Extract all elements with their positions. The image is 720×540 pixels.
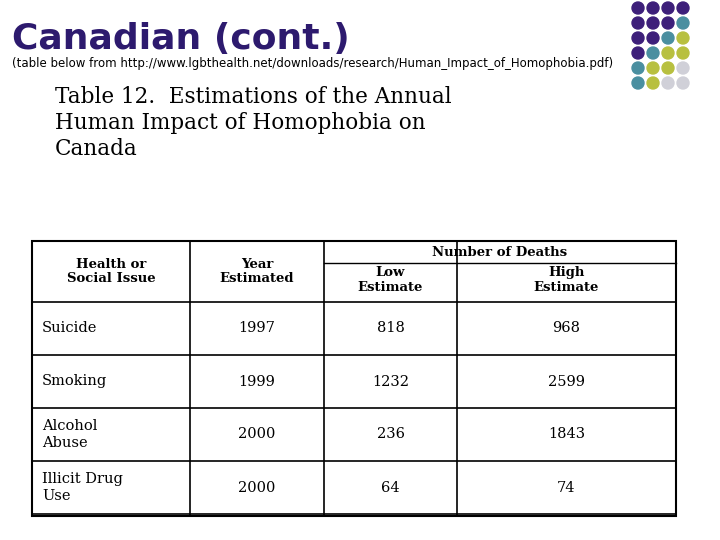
- Text: High
Estimate: High Estimate: [534, 266, 599, 294]
- Circle shape: [662, 2, 674, 14]
- Circle shape: [662, 62, 674, 74]
- Circle shape: [632, 47, 644, 59]
- Circle shape: [662, 17, 674, 29]
- Circle shape: [677, 32, 689, 44]
- Text: Low
Estimate: Low Estimate: [358, 266, 423, 294]
- Text: Alcohol
Abuse: Alcohol Abuse: [42, 420, 97, 450]
- Text: Table 12.  Estimations of the Annual: Table 12. Estimations of the Annual: [55, 86, 451, 109]
- Text: 64: 64: [381, 481, 400, 495]
- Text: 236: 236: [377, 428, 405, 442]
- Text: Illicit Drug
Use: Illicit Drug Use: [42, 472, 123, 503]
- Circle shape: [647, 2, 659, 14]
- Text: 1232: 1232: [372, 375, 409, 388]
- Circle shape: [632, 17, 644, 29]
- Circle shape: [632, 62, 644, 74]
- Circle shape: [677, 47, 689, 59]
- Text: Human Impact of Homophobia on: Human Impact of Homophobia on: [55, 112, 426, 134]
- Bar: [32, 241, 676, 516]
- Circle shape: [647, 47, 659, 59]
- Text: 74: 74: [557, 481, 576, 495]
- Circle shape: [632, 32, 644, 44]
- Circle shape: [677, 2, 689, 14]
- Circle shape: [632, 77, 644, 89]
- Circle shape: [647, 62, 659, 74]
- Text: 1843: 1843: [548, 428, 585, 442]
- Text: 2000: 2000: [238, 428, 276, 442]
- Circle shape: [662, 32, 674, 44]
- Circle shape: [647, 32, 659, 44]
- Text: Canadian (cont.): Canadian (cont.): [12, 22, 350, 56]
- Circle shape: [662, 47, 674, 59]
- Text: Canada: Canada: [55, 138, 138, 160]
- Text: Smoking: Smoking: [42, 375, 107, 388]
- Circle shape: [677, 17, 689, 29]
- Text: Suicide: Suicide: [42, 321, 97, 335]
- Text: 968: 968: [552, 321, 580, 335]
- Text: Year
Estimated: Year Estimated: [220, 258, 294, 286]
- Text: Health or
Social Issue: Health or Social Issue: [67, 258, 156, 286]
- Text: 1997: 1997: [238, 321, 276, 335]
- Circle shape: [647, 77, 659, 89]
- Circle shape: [647, 17, 659, 29]
- Text: (table below from http://www.lgbthealth.net/downloads/research/Human_Impact_of_H: (table below from http://www.lgbthealth.…: [12, 57, 613, 70]
- Text: 818: 818: [377, 321, 405, 335]
- Circle shape: [677, 77, 689, 89]
- Text: 1999: 1999: [238, 375, 276, 388]
- Circle shape: [632, 2, 644, 14]
- Text: 2000: 2000: [238, 481, 276, 495]
- Circle shape: [677, 62, 689, 74]
- Circle shape: [662, 77, 674, 89]
- Text: 2599: 2599: [548, 375, 585, 388]
- Text: Number of Deaths: Number of Deaths: [433, 246, 567, 259]
